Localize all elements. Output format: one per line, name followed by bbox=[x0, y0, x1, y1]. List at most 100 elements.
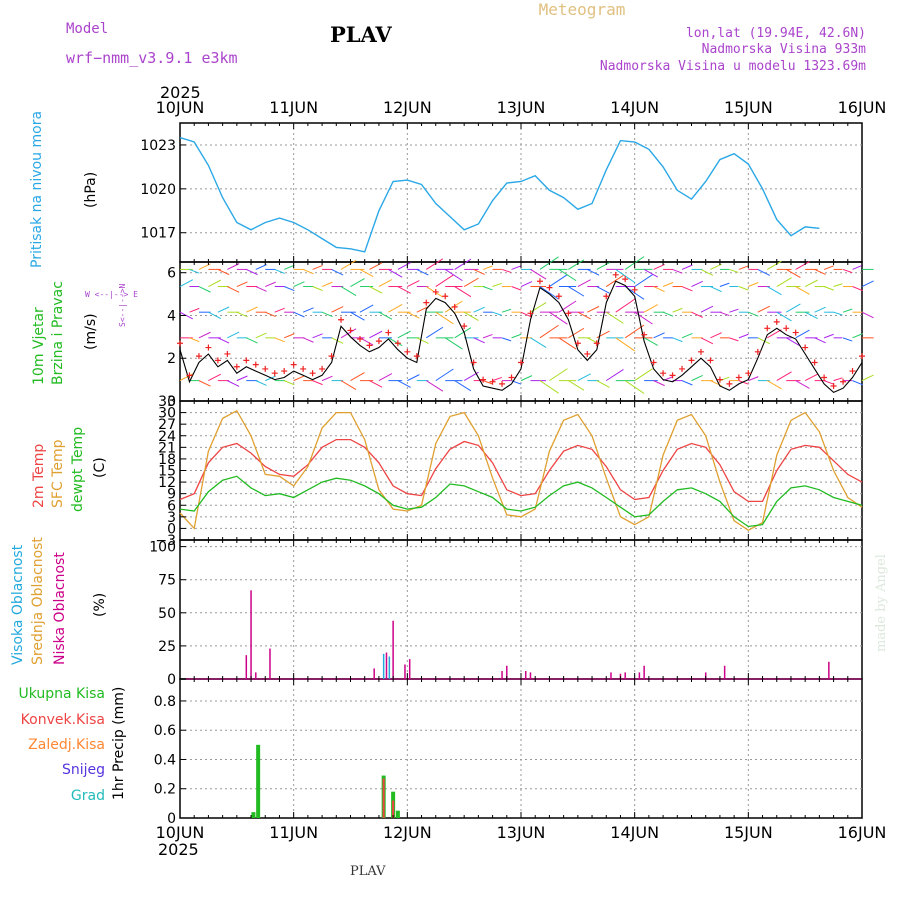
wind-direction-arrow bbox=[369, 262, 383, 270]
wind-speed-marker bbox=[821, 374, 828, 381]
compass-label: W <--|--> E bbox=[85, 290, 138, 299]
x-tick-label-bottom: 16JUN bbox=[838, 823, 887, 842]
year-top: 2025 bbox=[160, 83, 201, 102]
wind-direction-arrow bbox=[795, 329, 810, 339]
wind-direction-arrow bbox=[700, 268, 714, 276]
compass-ns: S<--|-->N bbox=[118, 283, 127, 327]
wind-direction-arrow bbox=[492, 282, 502, 287]
wind-direction-arrow bbox=[823, 333, 834, 339]
wind-direction-arrow bbox=[511, 333, 522, 339]
wind-direction-arrow bbox=[511, 286, 522, 291]
model-label: Model bbox=[66, 21, 108, 37]
wind-direction-arrow bbox=[691, 311, 703, 318]
x-tick-label-top: 12JUN bbox=[383, 98, 432, 117]
wind-speed-marker bbox=[309, 370, 316, 377]
wind-direction-arrow bbox=[691, 374, 703, 382]
x-tick-label-top: 10JUN bbox=[156, 98, 205, 117]
wind-direction-arrow bbox=[454, 286, 472, 298]
wind-direction-arrow bbox=[719, 311, 730, 317]
y-tick-label: 0.6 bbox=[154, 723, 176, 739]
wind-speed-marker bbox=[707, 357, 714, 364]
wind-direction-arrow bbox=[852, 333, 863, 339]
wind-direction-arrow bbox=[217, 268, 230, 276]
footer-station: PLAV bbox=[350, 864, 386, 879]
wind-speed-marker bbox=[697, 348, 704, 355]
wind-direction-arrow bbox=[236, 281, 248, 287]
wind-direction-arrow bbox=[217, 306, 230, 313]
wind-direction-arrow bbox=[814, 337, 826, 344]
wind-direction-arrow bbox=[833, 283, 843, 287]
wind-direction-arrow bbox=[615, 337, 636, 352]
wind-speed-marker bbox=[764, 325, 771, 332]
wind-direction-arrow bbox=[757, 305, 771, 313]
wind-speed-marker bbox=[518, 359, 524, 366]
wind-direction-arrow bbox=[435, 311, 454, 325]
wind-speed-marker bbox=[811, 359, 818, 366]
wind-direction-arrow bbox=[369, 286, 383, 294]
grid-layer bbox=[180, 123, 862, 818]
wind-direction-arrow bbox=[814, 268, 826, 275]
wind-direction-arrow bbox=[662, 282, 674, 287]
wind-direction-arrow bbox=[681, 286, 693, 292]
wind-direction-arrow bbox=[426, 258, 444, 270]
wind-direction-arrow bbox=[605, 368, 624, 382]
wind-direction-arrow bbox=[615, 269, 636, 284]
wind-direction-arrow bbox=[350, 311, 365, 321]
wind-direction-arrow bbox=[255, 332, 267, 339]
wind-direction-arrow bbox=[340, 286, 357, 296]
temp-line-2m-temp bbox=[179, 438, 863, 503]
wind-direction-arrow bbox=[274, 268, 285, 274]
wind-speed-marker bbox=[489, 378, 496, 385]
wind-speed-marker bbox=[688, 357, 695, 364]
wind-speed-marker bbox=[404, 348, 411, 355]
wind-direction-arrow bbox=[738, 265, 749, 270]
y-tick-label: 4 bbox=[167, 308, 176, 324]
wind-speed-marker bbox=[603, 293, 610, 300]
wind-direction-arrow bbox=[321, 375, 333, 382]
precip-unit: 1hr Precip (mm) bbox=[111, 687, 127, 800]
x-tick-label-top: 16JUN bbox=[838, 98, 887, 117]
station-title: PLAV bbox=[330, 22, 392, 47]
wind-direction-arrow bbox=[577, 373, 591, 382]
wind-direction-arrow bbox=[501, 337, 512, 342]
wind-direction-arrow bbox=[596, 330, 610, 339]
wind-speed-marker bbox=[432, 288, 439, 295]
wind-direction-arrow bbox=[482, 380, 493, 385]
wind-direction-arrow bbox=[653, 263, 665, 270]
wind-direction-arrow bbox=[416, 268, 429, 276]
wind-direction-arrow bbox=[568, 259, 585, 270]
y-tick-label: 1017 bbox=[140, 226, 176, 242]
wind-direction-arrow bbox=[748, 282, 759, 287]
wind-direction-arrow bbox=[350, 278, 365, 287]
wind-direction-arrow bbox=[293, 375, 305, 382]
wind-speed-marker bbox=[300, 365, 307, 372]
wind-direction-arrow bbox=[340, 328, 357, 339]
wind-direction-arrow bbox=[302, 268, 314, 275]
wind-direction-arrow bbox=[388, 268, 403, 278]
wind-speed-marker bbox=[328, 353, 335, 360]
wind-speed-marker bbox=[480, 376, 487, 383]
credit-text: made by Angel bbox=[874, 554, 889, 652]
wind-direction-arrow bbox=[587, 268, 600, 276]
wind-speed-marker bbox=[451, 303, 458, 310]
wind-direction-arrow bbox=[520, 311, 533, 318]
wind-speed-marker bbox=[612, 271, 619, 278]
wind-title-2: Brzina i Pravac bbox=[50, 281, 66, 385]
wind-speed-marker bbox=[783, 325, 790, 332]
wind-direction-arrow bbox=[767, 286, 782, 296]
wind-speed-marker bbox=[565, 310, 572, 317]
y-tick-label: 6 bbox=[167, 498, 176, 514]
wind-direction-arrow bbox=[729, 268, 739, 273]
wind-direction-arrow bbox=[624, 380, 645, 394]
y-tick-label: 1023 bbox=[140, 138, 176, 154]
wind-speed-marker bbox=[735, 374, 742, 381]
wind-direction-arrow bbox=[265, 311, 276, 318]
wind-direction-arrow bbox=[284, 333, 295, 339]
meteogram-title: Meteogram bbox=[539, 0, 626, 19]
wind-speed-marker bbox=[508, 374, 515, 381]
wind-direction-arrow bbox=[482, 265, 493, 270]
y-tick-label: 25 bbox=[158, 639, 176, 655]
y-tick-label: 0 bbox=[167, 394, 176, 410]
wind-direction-arrow bbox=[369, 330, 383, 339]
model-name: wrf−nmm_v3.9.1 e3km bbox=[66, 49, 238, 67]
